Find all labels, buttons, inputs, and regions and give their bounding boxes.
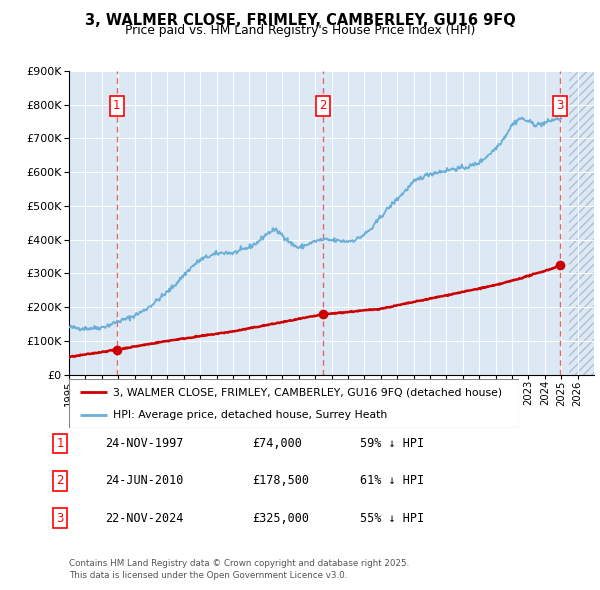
Text: £325,000: £325,000 (252, 512, 309, 525)
Text: 3: 3 (56, 512, 64, 525)
Text: 2: 2 (56, 474, 64, 487)
Text: 22-NOV-2024: 22-NOV-2024 (105, 512, 184, 525)
Text: 3, WALMER CLOSE, FRIMLEY, CAMBERLEY, GU16 9FQ (detached house): 3, WALMER CLOSE, FRIMLEY, CAMBERLEY, GU1… (113, 388, 502, 398)
Text: HPI: Average price, detached house, Surrey Heath: HPI: Average price, detached house, Surr… (113, 409, 388, 419)
FancyBboxPatch shape (69, 379, 519, 428)
Text: 2: 2 (320, 99, 327, 112)
Text: £178,500: £178,500 (252, 474, 309, 487)
Text: Contains HM Land Registry data © Crown copyright and database right 2025.
This d: Contains HM Land Registry data © Crown c… (69, 559, 409, 580)
Text: 24-JUN-2010: 24-JUN-2010 (105, 474, 184, 487)
Text: Price paid vs. HM Land Registry's House Price Index (HPI): Price paid vs. HM Land Registry's House … (125, 24, 475, 37)
Text: 24-NOV-1997: 24-NOV-1997 (105, 437, 184, 450)
Text: 3: 3 (556, 99, 563, 112)
Text: 1: 1 (113, 99, 121, 112)
Text: £74,000: £74,000 (252, 437, 302, 450)
Text: 61% ↓ HPI: 61% ↓ HPI (360, 474, 424, 487)
Text: 3, WALMER CLOSE, FRIMLEY, CAMBERLEY, GU16 9FQ: 3, WALMER CLOSE, FRIMLEY, CAMBERLEY, GU1… (85, 13, 515, 28)
Text: 55% ↓ HPI: 55% ↓ HPI (360, 512, 424, 525)
Text: 59% ↓ HPI: 59% ↓ HPI (360, 437, 424, 450)
Bar (569, 71, 594, 375)
Text: 1: 1 (56, 437, 64, 450)
